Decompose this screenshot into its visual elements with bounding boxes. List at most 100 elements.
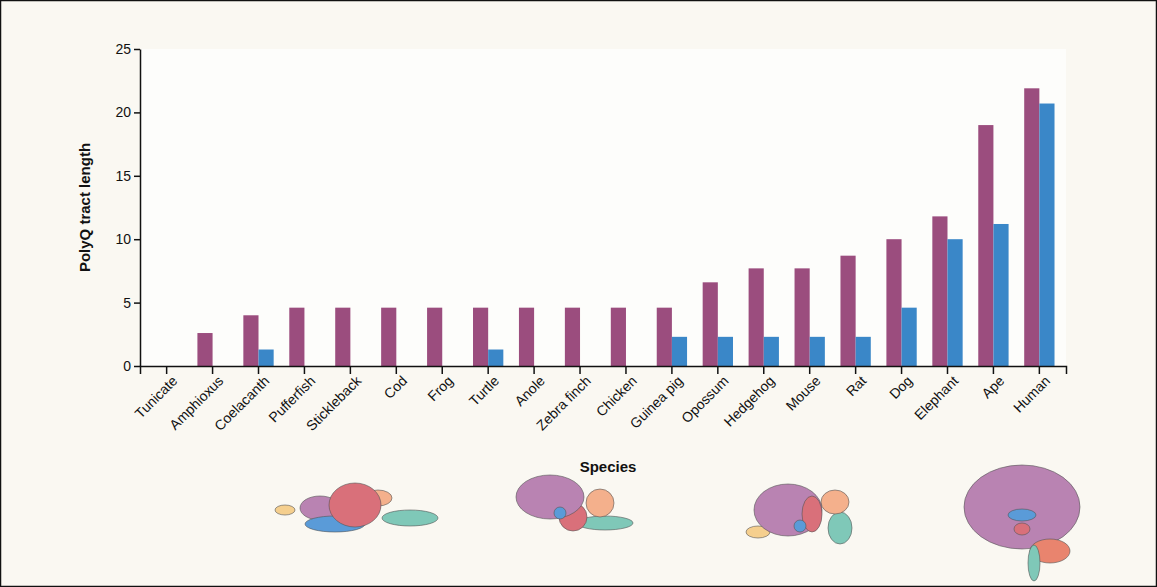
- brain-part: [1014, 523, 1030, 535]
- x-tick-mark: [304, 366, 306, 374]
- bar: [932, 216, 947, 366]
- x-tick-mark: [487, 366, 489, 374]
- brain-part: [382, 510, 438, 526]
- brain-part: [275, 505, 295, 515]
- x-tick-mark: [671, 366, 673, 374]
- y-axis: 0 5 10 15 20 25: [115, 41, 140, 374]
- bar: [886, 239, 901, 366]
- x-tick-label: Chicken: [593, 373, 640, 420]
- x-tick-mark: [533, 366, 535, 374]
- x-tick-mark: [717, 366, 719, 374]
- x-axis-line: [141, 367, 1067, 375]
- y-tick-label: 20: [115, 104, 131, 120]
- y-tick: 20: [115, 104, 140, 120]
- bar: [749, 268, 764, 366]
- bar: [335, 308, 350, 366]
- y-tick-label: 5: [123, 295, 131, 311]
- x-tick: Human: [1010, 366, 1053, 416]
- bar: [197, 333, 212, 366]
- x-tick-mark: [441, 366, 443, 374]
- brain-part: [516, 475, 584, 519]
- bar: [565, 308, 580, 366]
- x-tick-mark: [763, 366, 765, 374]
- y-tick-label: 15: [115, 168, 131, 184]
- bar: [703, 282, 718, 366]
- x-tick: Chicken: [593, 366, 640, 420]
- brain-mammal: [746, 484, 852, 544]
- x-tick-mark: [809, 366, 811, 374]
- bar: [993, 224, 1008, 366]
- y-tick: 10: [115, 231, 140, 247]
- x-tick-mark: [901, 366, 903, 374]
- bar: [381, 308, 396, 366]
- x-tick: Anole: [511, 366, 548, 409]
- x-tick-label: Coelacanth: [211, 373, 272, 434]
- bar: [519, 308, 534, 366]
- x-tick-mark: [350, 366, 352, 374]
- brain-part: [821, 490, 849, 514]
- bar: [856, 337, 871, 366]
- bars: [197, 88, 1054, 366]
- x-tick-label: Dog: [886, 373, 915, 402]
- x-tick: Rat: [843, 366, 870, 399]
- bar: [764, 337, 779, 366]
- bar: [1024, 88, 1039, 366]
- x-tick-mark: [258, 366, 260, 374]
- y-tick-label: 25: [115, 41, 131, 57]
- x-axis-title: Species: [580, 458, 637, 475]
- x-tick: Guinea pig: [627, 366, 686, 432]
- y-tick: 0: [123, 358, 140, 374]
- brain-part: [964, 465, 1080, 549]
- bar: [810, 337, 825, 366]
- x-tick: Coelacanth: [211, 366, 272, 434]
- x-tick-mark: [396, 366, 398, 374]
- y-axis-title: PolyQ tract length: [76, 143, 93, 272]
- x-tick-label: Hedgehog: [721, 373, 778, 430]
- bar: [795, 268, 810, 366]
- brain-part: [794, 520, 806, 532]
- x-tick: Cod: [381, 366, 410, 402]
- bar-series: [259, 104, 1055, 366]
- x-tick-label: Zebra finch: [533, 373, 594, 434]
- brain-part: [828, 512, 852, 544]
- brain-part: [554, 507, 566, 519]
- brain-bird: [516, 475, 633, 531]
- brain-part: [754, 484, 822, 536]
- x-tick-mark: [579, 366, 581, 374]
- y-tick-mark: [134, 176, 140, 178]
- y-tick: 15: [115, 168, 140, 184]
- brain-illustrations: [275, 465, 1080, 581]
- x-tick-label: Guinea pig: [627, 373, 686, 432]
- y-tick-mark: [134, 112, 140, 114]
- x-tick: Frog: [424, 366, 456, 404]
- bar: [902, 308, 917, 366]
- y-tick-mark: [134, 49, 140, 51]
- x-tick-mark: [947, 366, 949, 374]
- brain-part: [329, 483, 381, 527]
- brain-part: [1028, 545, 1040, 581]
- bar: [718, 337, 733, 366]
- x-tick-label: Ape: [978, 372, 1007, 401]
- x-tick-label: Stickleback: [303, 372, 365, 434]
- x-tick: Ape: [978, 366, 1007, 401]
- bar: [978, 125, 993, 366]
- brain-human: [964, 465, 1080, 581]
- y-tick-mark: [134, 302, 140, 304]
- y-tick-label: 10: [115, 231, 131, 247]
- bar: [672, 337, 687, 366]
- y-axis-line: [140, 50, 142, 367]
- x-tick-mark: [855, 366, 857, 374]
- x-tick-label: Elephant: [911, 372, 961, 422]
- x-tick-label: Turtle: [466, 372, 502, 408]
- x-tick-label: Cod: [381, 373, 410, 402]
- y-tick-label: 0: [123, 358, 131, 374]
- x-tick-mark: [212, 366, 214, 374]
- x-tick: Zebra finch: [533, 366, 594, 433]
- x-tick: Turtle: [466, 366, 502, 409]
- plot-background: [140, 49, 1066, 366]
- brain-part: [1008, 509, 1036, 521]
- bar: [611, 308, 626, 366]
- x-tick-label: Human: [1010, 373, 1053, 416]
- bar-series: [197, 88, 1039, 366]
- background: [1, 1, 1157, 587]
